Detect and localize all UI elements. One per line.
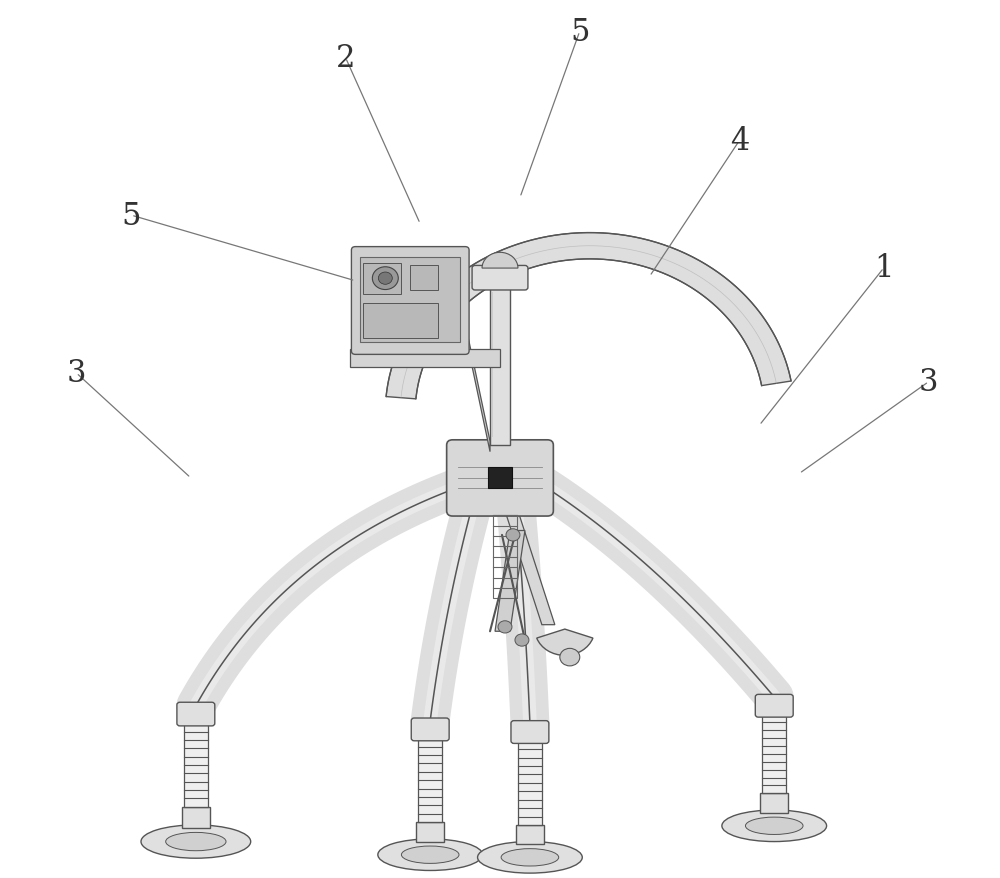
FancyBboxPatch shape [351, 248, 469, 355]
Ellipse shape [506, 529, 520, 542]
Bar [516, 825, 544, 845]
Wedge shape [537, 630, 593, 656]
Ellipse shape [722, 810, 827, 842]
FancyBboxPatch shape [755, 694, 793, 717]
Text: 3: 3 [919, 367, 939, 398]
Ellipse shape [501, 849, 559, 866]
Text: 1: 1 [874, 253, 894, 284]
Bar [762, 715, 786, 794]
Bar [416, 823, 444, 842]
Polygon shape [495, 531, 525, 631]
Bar [490, 284, 510, 445]
Wedge shape [482, 253, 518, 269]
Ellipse shape [401, 846, 459, 863]
Ellipse shape [378, 273, 392, 285]
Text: 2: 2 [336, 43, 355, 74]
Bar [360, 258, 460, 342]
Bar [363, 303, 438, 338]
Bar [518, 741, 542, 825]
Bar [182, 807, 210, 829]
Bar [493, 515, 517, 599]
Bar [350, 349, 500, 367]
FancyBboxPatch shape [447, 440, 553, 516]
Ellipse shape [498, 621, 512, 633]
Ellipse shape [141, 825, 251, 858]
FancyBboxPatch shape [511, 721, 549, 744]
Bar [760, 794, 788, 813]
Bar [488, 468, 512, 489]
Polygon shape [505, 511, 555, 625]
Polygon shape [465, 323, 490, 452]
Bar [184, 723, 208, 807]
Ellipse shape [478, 842, 582, 873]
Ellipse shape [515, 634, 529, 646]
Ellipse shape [745, 817, 803, 834]
Ellipse shape [372, 268, 398, 291]
FancyBboxPatch shape [411, 718, 449, 741]
Text: 4: 4 [730, 126, 749, 157]
FancyBboxPatch shape [177, 702, 215, 726]
Bar [410, 266, 438, 291]
FancyBboxPatch shape [472, 266, 528, 291]
Ellipse shape [166, 832, 226, 851]
Text: 3: 3 [66, 358, 86, 389]
Bar [418, 738, 442, 823]
Text: 5: 5 [121, 200, 141, 231]
Ellipse shape [378, 839, 483, 870]
Polygon shape [386, 234, 791, 399]
Ellipse shape [560, 649, 580, 666]
Text: 5: 5 [570, 17, 590, 47]
Bar [363, 264, 401, 295]
